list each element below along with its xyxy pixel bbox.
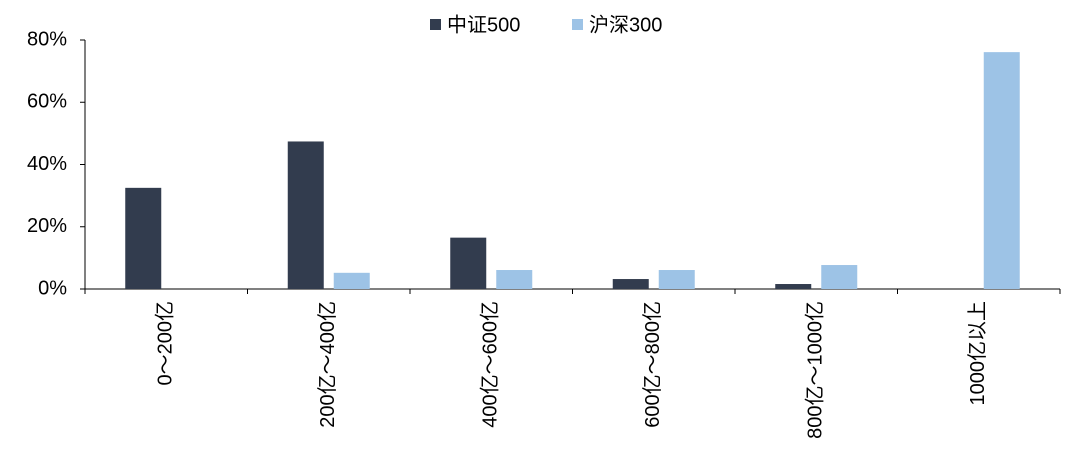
bar — [658, 270, 695, 289]
bar — [287, 141, 324, 289]
bar — [983, 52, 1020, 289]
bar — [125, 187, 162, 289]
y-tick-label: 60% — [27, 91, 67, 113]
x-tick-label: 800亿～1000亿 — [804, 301, 827, 439]
bar — [450, 237, 487, 289]
y-tick-label: 20% — [27, 215, 67, 237]
x-tick-label: 1000亿以上 — [966, 301, 989, 406]
legend-label: 中证500 — [447, 13, 520, 36]
bar — [496, 270, 533, 289]
bar — [821, 265, 858, 289]
x-tick-label: 200亿～400亿 — [316, 301, 339, 428]
y-tick-label: 80% — [27, 28, 67, 50]
x-tick-label: 0～200亿 — [154, 301, 177, 386]
legend-label: 沪深300 — [589, 13, 662, 36]
y-tick-label: 0% — [38, 277, 67, 299]
bar — [612, 279, 649, 289]
y-tick-label: 40% — [27, 153, 67, 175]
x-tick-label: 400亿～600亿 — [479, 301, 502, 428]
bar — [775, 284, 812, 289]
bar — [333, 272, 370, 289]
x-tick-label: 600亿～800亿 — [641, 301, 664, 428]
legend-swatch — [430, 19, 441, 30]
legend-swatch — [572, 19, 583, 30]
